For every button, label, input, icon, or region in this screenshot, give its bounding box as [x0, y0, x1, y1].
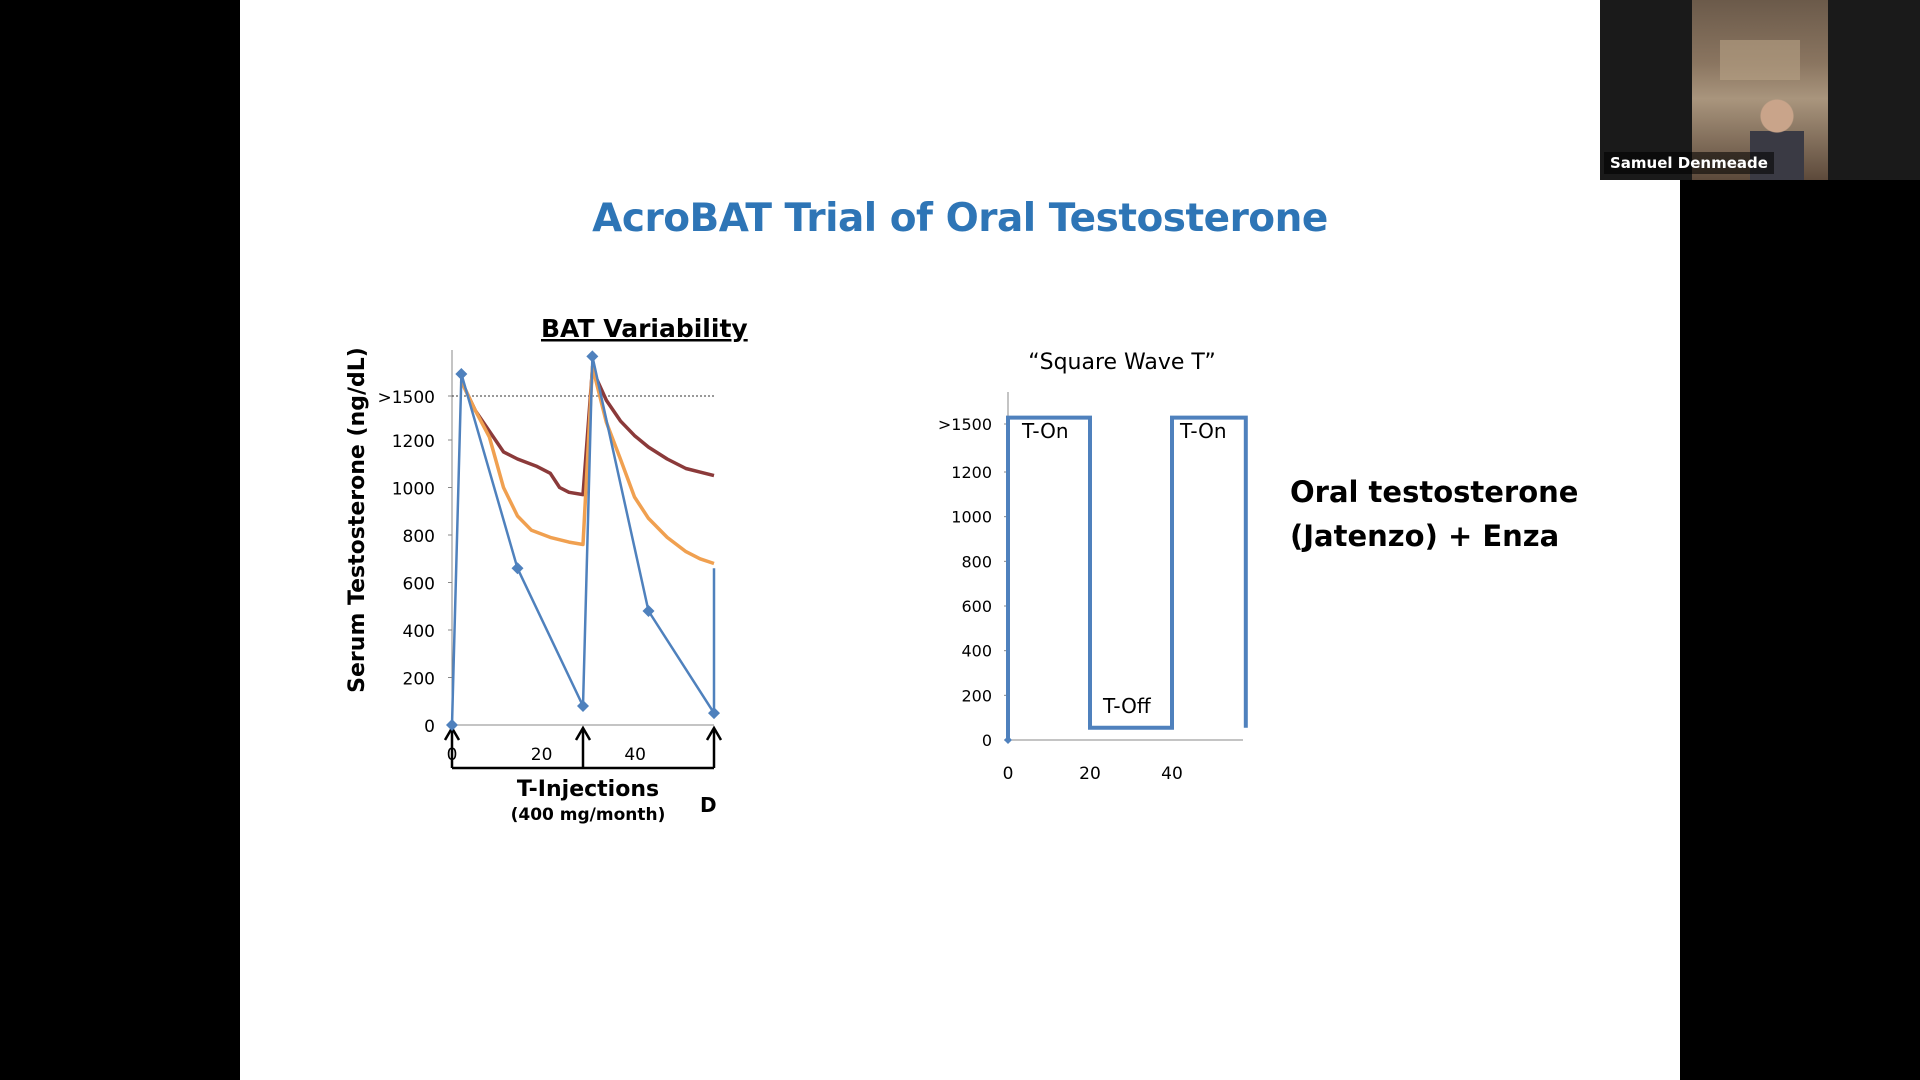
bat-data-point [577, 700, 589, 712]
bat-data-point [446, 719, 458, 731]
bat-data-point [642, 605, 655, 617]
square-y-tick-label: 200 [961, 686, 992, 705]
oral-testosterone-text: Oral testosterone (Jatenzo) + Enza [1290, 470, 1578, 558]
square-data-point [1004, 736, 1012, 744]
t-off-label: T-Off [1102, 694, 1152, 718]
bat-data-point [708, 707, 720, 720]
square-y-tick-label: 1000 [951, 508, 992, 527]
presentation-slide: AcroBAT Trial of Oral Testosterone BAT V… [240, 0, 1680, 1080]
bat-y-tick-label: 800 [403, 527, 435, 547]
bat-y-tick-label: 0 [424, 717, 435, 737]
bat-y-tick-label: 200 [403, 670, 435, 690]
bat-series-line-2 [459, 367, 715, 497]
injection-arrow-head [705, 725, 723, 741]
bat-y-tick-label: 1200 [392, 432, 435, 452]
bat-y-tick-label: 1000 [392, 480, 435, 500]
square-x-tick-label: 20 [1079, 764, 1101, 784]
square-y-tick-label: 1200 [951, 463, 992, 482]
bat-y-tick-label: 600 [403, 575, 435, 595]
t-on-label-2: T-On [1179, 419, 1227, 443]
square-wave-line [1006, 415, 1248, 740]
bat-y-axis-label: Serum Testosterone (ng/dL) [345, 347, 370, 693]
bat-x-unit-label: D [700, 793, 717, 817]
bat-y-tick-label: 400 [403, 622, 435, 642]
square-x-tick-label: 40 [1161, 764, 1183, 784]
square-y-tick-label: 0 [982, 731, 992, 750]
t-on-label-1: T-On [1021, 419, 1069, 443]
square-y-tick-label: 800 [961, 552, 992, 571]
bat-y-tick-label: >1500 [377, 388, 435, 408]
square-y-tick-label: 600 [961, 597, 992, 616]
bat-x-tick-label: 40 [624, 745, 646, 765]
bat-x-axis-sublabel: (400 mg/month) [511, 805, 666, 825]
bat-series-line-1 [459, 364, 715, 566]
bat-series-line-0 [450, 355, 716, 726]
side-text-line-1: Oral testosterone [1290, 475, 1579, 509]
video-shelf [1720, 40, 1800, 80]
square-chart-title: “Square Wave T” [1028, 350, 1216, 375]
bat-data-point [455, 368, 468, 380]
bat-x-axis-label: T-Injections [517, 777, 659, 802]
square-y-tick-label: 400 [961, 642, 992, 661]
bat-data-point [511, 562, 524, 575]
bat-data-point [586, 350, 599, 363]
participant-video-tile[interactable]: Samuel Denmeade [1600, 0, 1920, 180]
square-x-tick-label: 0 [1003, 764, 1014, 784]
participant-name: Samuel Denmeade [1604, 152, 1774, 174]
square-y-tick-label: >1500 [938, 415, 992, 434]
slide-title: AcroBAT Trial of Oral Testosterone [592, 196, 1328, 241]
charts-svg: BAT Variability Serum Testosterone (ng/d… [345, 314, 1248, 825]
injection-arrow-head [574, 725, 592, 741]
bat-chart-title: BAT Variability [541, 314, 748, 343]
square-wave-chart: “Square Wave T” 020040060080010001200>15… [938, 350, 1248, 784]
bat-x-tick-label: 20 [531, 745, 553, 765]
side-text-line-2: (Jatenzo) + Enza [1290, 519, 1560, 553]
bat-variability-chart: BAT Variability Serum Testosterone (ng/d… [345, 314, 748, 825]
